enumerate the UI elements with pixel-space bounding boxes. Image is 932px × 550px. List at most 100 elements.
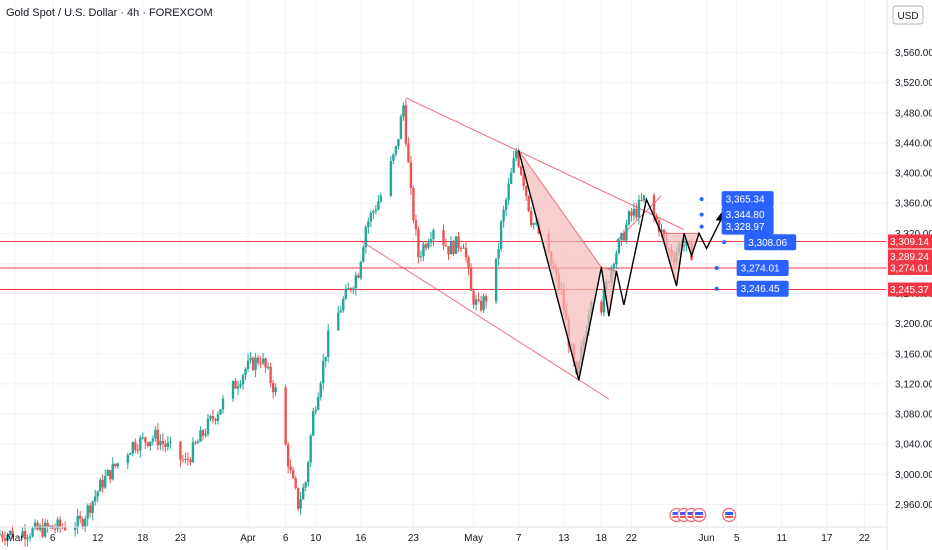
candle-body <box>136 449 140 451</box>
candle-body <box>166 442 170 447</box>
target-label: 3,246.45 <box>741 284 780 295</box>
candle-body <box>109 470 112 480</box>
candle-body <box>204 433 207 436</box>
y-tick-label: 3,040.00 <box>895 440 932 451</box>
x-tick-label: 7 <box>516 533 522 544</box>
currency-button[interactable] <box>892 5 924 25</box>
target-dot <box>699 224 704 229</box>
target-dot <box>699 197 704 202</box>
x-tick-label: 5 <box>734 533 740 544</box>
candle-body <box>422 244 425 257</box>
candle-body <box>78 515 82 520</box>
candle-body <box>532 223 535 225</box>
candle-body <box>234 381 237 389</box>
y-tick-label: 3,160.00 <box>895 349 932 360</box>
candle-body <box>289 466 292 471</box>
candle-body <box>43 522 47 537</box>
candle-body <box>131 442 134 454</box>
candle-body <box>640 199 643 201</box>
candle-body <box>126 454 129 464</box>
y-tick-label: 2,960.00 <box>895 500 932 511</box>
candle-body <box>414 220 418 230</box>
y-tick-label: 3,080.00 <box>895 410 932 421</box>
candle-body <box>46 522 49 527</box>
candle-body <box>399 116 403 140</box>
candle-body <box>357 275 360 278</box>
candle-body <box>26 537 29 540</box>
candle-body <box>324 356 327 362</box>
x-tick-label: 6 <box>50 533 56 544</box>
candle-body <box>635 208 638 218</box>
candle-body <box>251 357 255 371</box>
candle-body <box>309 435 312 463</box>
target-label-box <box>736 280 789 297</box>
candle-body <box>111 463 114 480</box>
candle-body <box>337 312 340 331</box>
candle-body <box>291 470 295 479</box>
candle-body <box>146 442 150 447</box>
candle-body <box>181 459 185 461</box>
candle-body <box>652 195 656 216</box>
candle-body <box>239 384 242 387</box>
candle-body <box>154 429 157 439</box>
target-label: 3,274.01 <box>741 263 780 274</box>
candle-body <box>449 241 453 255</box>
candle-body <box>201 430 205 436</box>
candle-body <box>144 437 147 443</box>
target-label: 3,365.34 <box>726 195 765 206</box>
candle-body <box>685 241 688 246</box>
x-tick-label: Jun <box>699 533 715 544</box>
candle-body <box>271 382 275 393</box>
candle-body <box>497 248 500 259</box>
candle-body <box>264 358 267 368</box>
candle-body <box>369 212 373 222</box>
candle-body <box>327 330 330 357</box>
target-label-box <box>721 218 774 235</box>
candle-body <box>484 296 488 302</box>
axis-price-label: 3,289.24 <box>890 252 929 263</box>
axis-price-label-box <box>888 282 932 297</box>
y-tick-label: 3,560.00 <box>895 48 932 59</box>
channel-line <box>360 240 610 400</box>
candle-body <box>417 229 420 258</box>
candle-body <box>354 275 358 289</box>
candle-body <box>479 300 483 311</box>
candle-body <box>58 519 62 527</box>
candle-body <box>274 387 277 393</box>
candle-body <box>347 288 350 290</box>
candle-body <box>412 187 415 221</box>
candle-body <box>367 221 370 228</box>
x-tick-label: 10 <box>310 533 322 544</box>
candle-body <box>73 527 77 531</box>
candle-body <box>21 531 24 538</box>
candle-body <box>419 256 423 258</box>
candle-body <box>504 199 508 210</box>
candle-body <box>159 441 162 446</box>
x-tick-label: 6 <box>283 533 289 544</box>
candle-body <box>352 288 355 291</box>
candle-body <box>99 479 102 492</box>
candle-body <box>231 381 235 399</box>
candle-body <box>56 519 59 529</box>
candle-body <box>462 247 465 249</box>
candle-body <box>8 530 12 536</box>
candle-body <box>216 414 220 421</box>
y-tick-label: 3,000.00 <box>895 470 932 481</box>
candle-body <box>447 246 450 255</box>
candle-body <box>139 437 142 451</box>
candle-body <box>189 459 192 463</box>
candle-body <box>444 245 448 247</box>
candle-body <box>36 522 39 530</box>
candle-body <box>211 416 215 420</box>
candle-body <box>359 261 363 278</box>
candle-body <box>362 247 365 262</box>
axis-price-label: 3,309.14 <box>890 237 929 248</box>
candle-body <box>322 361 325 384</box>
candle-body <box>602 289 606 313</box>
candle-body <box>206 418 210 434</box>
candle-body <box>106 470 109 477</box>
candle-body <box>179 441 182 460</box>
candle-body <box>535 222 538 224</box>
candle-body <box>156 429 160 446</box>
